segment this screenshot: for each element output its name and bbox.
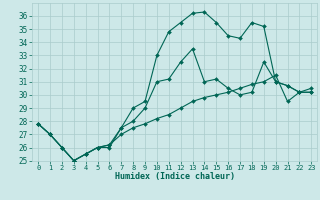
X-axis label: Humidex (Indice chaleur): Humidex (Indice chaleur) (115, 172, 235, 181)
